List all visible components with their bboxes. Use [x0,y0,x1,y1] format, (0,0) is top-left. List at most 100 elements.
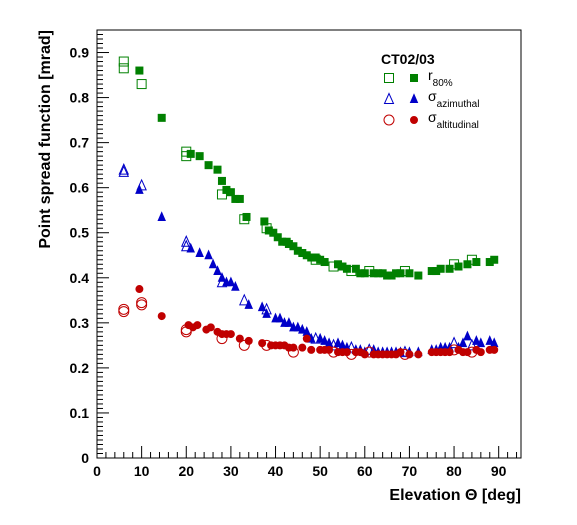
point-triangle-filled [262,308,271,318]
y-tick-label: 0.6 [70,180,90,196]
legend-marker-open [384,73,394,83]
point-square-filled [320,258,329,267]
point-triangle-filled [213,265,222,276]
point-triangle-filled [226,276,236,287]
point-square-filled [351,264,360,273]
point-triangle-filled [472,335,481,345]
point-square-filled [135,66,144,75]
y-tick-label: 0.4 [70,270,90,286]
x-tick-label: 60 [357,463,373,479]
point-triangle-filled [476,337,486,348]
point-circle-filled [463,348,472,357]
legend-label: σaltitudinal [428,109,479,131]
point-square-filled [414,271,423,280]
point-triangle-open [118,165,130,177]
point-circle-filled [445,348,454,357]
point-triangle-filled [275,312,285,323]
x-tick-label: 10 [134,463,150,479]
point-triangle-open [118,162,130,175]
x-tick-label: 90 [491,463,507,479]
point-square-filled [463,260,472,269]
point-triangle-filled [186,242,195,253]
y-axis-label: Point spread function [mrad] [37,30,54,249]
point-square-open [118,56,129,67]
legend-label: r80% [428,67,453,89]
point-square-filled [217,176,226,185]
point-triangle-filled [485,335,495,345]
y-axis-ticks: 0 0.1 0.2 0.3 0.4 0.5 0.6 0.7 0.8 0.9 [70,34,109,466]
point-circle-filled [307,345,316,354]
point-circle-filled [157,312,166,321]
x-tick-label: 50 [312,463,328,479]
point-circle-filled [302,334,311,343]
point-square-filled [360,269,369,278]
point-circle-filled [405,350,414,359]
point-triangle-filled [257,301,267,312]
data-points [118,56,499,360]
point-triangle-filled [333,337,343,348]
x-tick-label: 70 [402,463,418,479]
point-circle-open [136,299,148,311]
point-triangle-filled [293,321,303,332]
point-square-open [118,63,129,74]
point-square-filled [269,228,278,237]
plot-frame [96,29,522,459]
point-square-open [216,189,227,200]
x-tick-label: 40 [268,463,284,479]
point-square-filled [235,194,244,203]
point-square-filled [260,217,269,226]
point-triangle-filled [320,335,329,345]
legend-header: CT02/03 [381,51,435,67]
point-triangle-filled [217,272,227,282]
point-triangle-filled [298,323,307,334]
legend-marker-open [383,114,395,126]
point-circle-filled [244,336,253,345]
legend-marker-open [383,92,395,104]
y-tick-label: 0.1 [70,405,90,421]
point-circle-filled [193,321,202,330]
point-circle-filled [235,334,244,343]
point-circle-filled [396,348,405,357]
point-circle-filled [135,285,144,294]
x-tick-label: 80 [446,463,462,479]
point-square-filled [157,113,166,122]
point-square-filled [490,255,499,264]
series-1 [135,66,499,280]
point-triangle-filled [135,184,144,194]
point-square-filled [273,233,282,242]
x-axis-label: Elevation Θ [deg] [389,487,521,504]
point-triangle-filled [231,281,240,291]
y-tick-label: 0 [81,450,89,466]
point-circle-open [136,297,148,309]
point-circle-filled [206,323,215,332]
point-square-filled [342,264,351,273]
point-triangle-filled [315,332,325,343]
point-square-filled [226,188,235,197]
point-circle-filled [360,350,369,359]
point-square-filled [186,149,195,158]
point-square-filled [472,258,481,267]
point-square-filled [445,264,454,273]
point-square-open [136,79,147,90]
series-5 [135,285,499,359]
point-triangle-open [180,235,192,247]
point-circle-filled [258,339,267,348]
legend-marker-filled [410,74,418,82]
point-square-filled [289,242,298,251]
point-triangle-filled [195,247,204,258]
point-triangle-open [448,336,460,349]
point-circle-open [118,303,130,315]
point-circle-filled [325,345,334,354]
point-circle-filled [476,348,485,357]
point-circle-filled [298,343,307,352]
y-tick-label: 0.9 [70,45,90,61]
point-circle-filled [226,330,235,339]
point-circle-open [118,306,130,318]
point-triangle-filled [458,337,468,348]
point-circle-filled [414,350,423,359]
point-circle-open [238,339,250,351]
point-circle-filled [342,348,351,357]
point-square-filled [396,269,405,278]
x-tick-label: 0 [93,463,101,479]
point-triangle-filled [204,249,213,260]
